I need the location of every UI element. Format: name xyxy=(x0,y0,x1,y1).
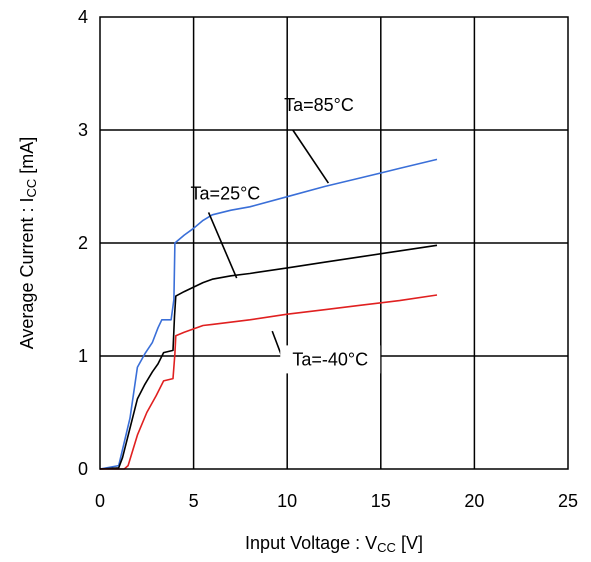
x-axis-label-subscript: CC xyxy=(377,540,396,555)
y-tick-label: 0 xyxy=(78,459,88,479)
x-axis-label: Input Voltage : VCC [V] xyxy=(245,533,423,555)
series-line-ta-25-c xyxy=(99,244,438,470)
annotation-2-label: Ta=25°C xyxy=(191,183,261,203)
y-axis-label-unit: [mA] xyxy=(17,137,37,179)
x-tick-label: 20 xyxy=(464,491,484,511)
series-group xyxy=(99,158,438,470)
y-tick-label: 2 xyxy=(78,233,88,253)
x-tick-label: 15 xyxy=(371,491,391,511)
annotation-3-label: Ta=-40°C xyxy=(292,349,368,369)
y-tick-label: 4 xyxy=(78,7,88,27)
annotation-3-label-bg xyxy=(280,345,381,374)
series-line-ta-40-c xyxy=(100,294,438,470)
plot-frame xyxy=(99,16,569,470)
grid xyxy=(100,17,568,469)
y-axis-label: Average Current : ICC [mA] xyxy=(17,137,39,350)
x-tick-label: 0 xyxy=(95,491,105,511)
annotations: Ta=85°C Ta=25°C Ta=-40°C xyxy=(191,95,381,374)
x-axis-label-unit: [V] xyxy=(396,533,423,553)
y-axis-label-subscript: CC xyxy=(24,179,39,198)
y-tick-label: 1 xyxy=(78,346,88,366)
y-tick-label: 3 xyxy=(78,120,88,140)
x-axis-label-main: Input Voltage : V xyxy=(245,533,377,553)
x-tick-label: 5 xyxy=(189,491,199,511)
annotation-2-leader-line xyxy=(207,212,238,279)
annotation-1-leader-line xyxy=(292,129,330,184)
x-tick-label: 10 xyxy=(277,491,297,511)
annotation-1-label: Ta=85°C xyxy=(284,95,354,115)
tick-labels: 0 5 10 15 20 25 0 1 2 3 4 xyxy=(78,7,578,511)
y-axis-label-main: Average Current : I xyxy=(17,198,37,350)
x-tick-label: 25 xyxy=(558,491,578,511)
series-line-ta-85-c xyxy=(99,158,438,470)
